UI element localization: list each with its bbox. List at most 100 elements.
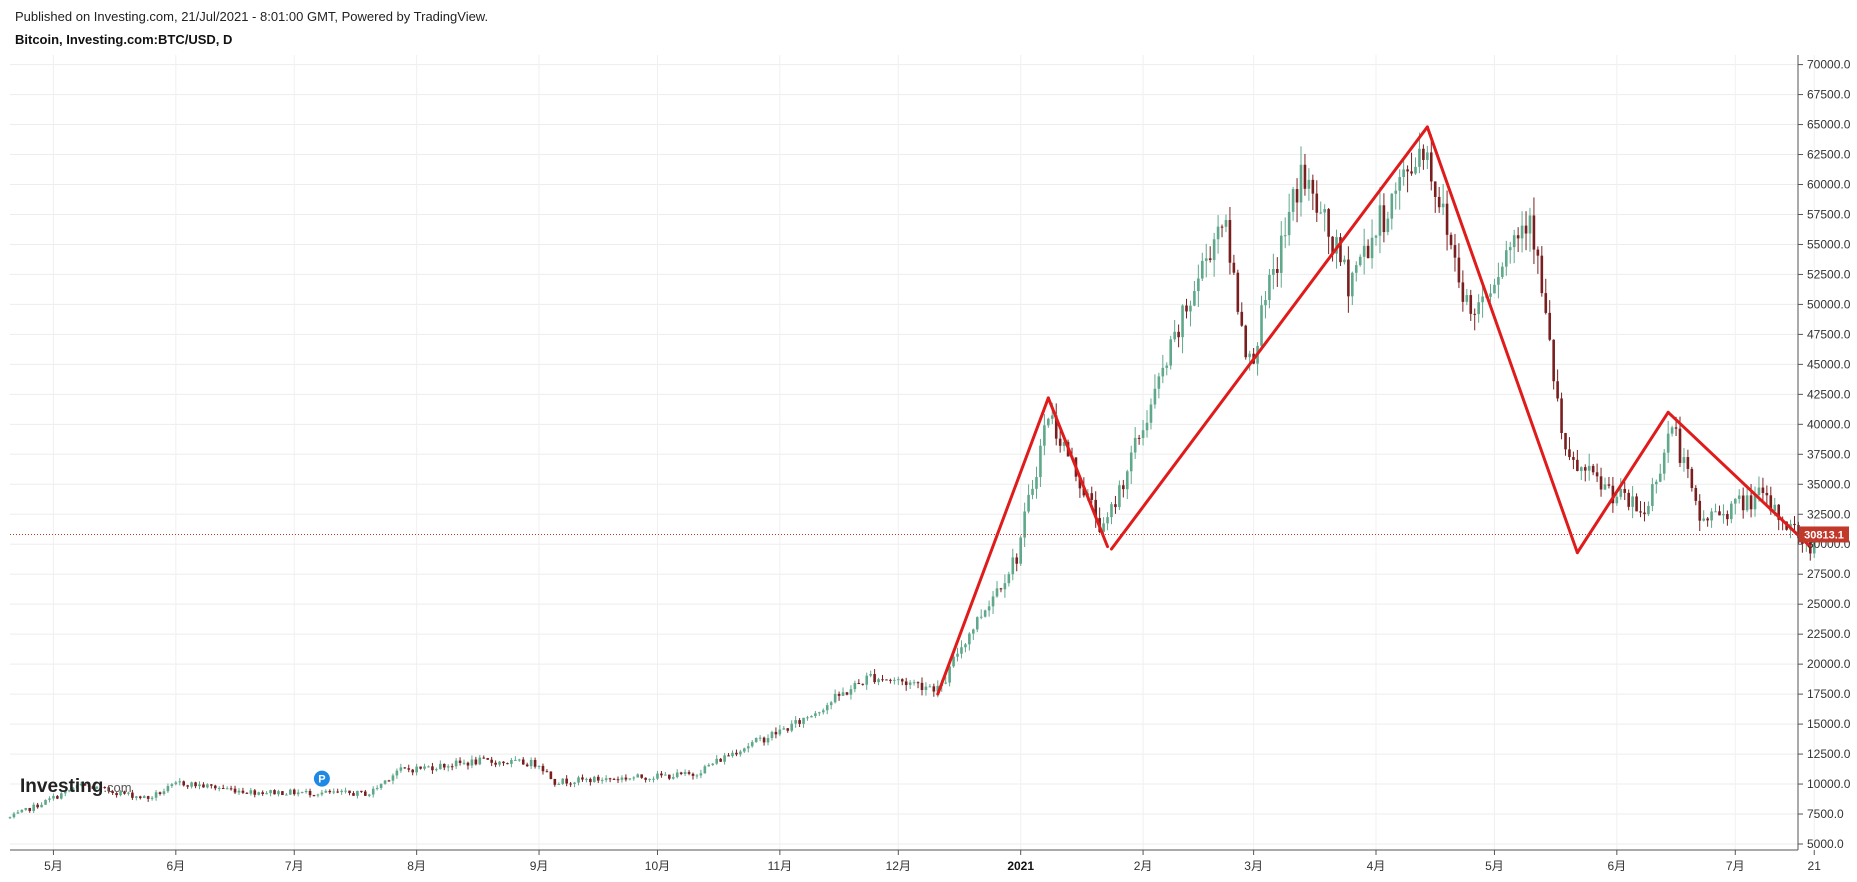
candle-body	[829, 702, 833, 706]
event-marker-circle[interactable]	[313, 770, 330, 787]
candle-body	[1647, 505, 1650, 515]
candle-body	[1540, 255, 1544, 294]
candle-body	[348, 790, 351, 794]
candle-body	[1047, 418, 1050, 426]
candle-body	[435, 769, 438, 771]
candle-body	[1504, 250, 1508, 267]
candle-body	[1200, 260, 1204, 279]
candle-body	[1228, 220, 1232, 263]
candle-body	[1165, 365, 1169, 368]
candle-body	[1651, 484, 1654, 506]
candle-body	[36, 804, 39, 808]
candle-body	[983, 610, 987, 617]
candle-body	[446, 766, 450, 768]
candle-body	[217, 788, 221, 790]
x-tick-label: 10月	[645, 859, 670, 873]
candle-body	[60, 793, 63, 799]
candle-body	[1118, 485, 1121, 508]
y-tick-label: 45000.0	[1807, 357, 1851, 371]
candle-body	[695, 775, 699, 777]
candle-body	[1062, 442, 1066, 446]
candle-body	[352, 793, 355, 796]
candle-body	[770, 731, 774, 739]
candle-body	[1769, 495, 1773, 512]
candle-body	[1058, 438, 1062, 446]
candle-body	[182, 781, 186, 786]
x-tick-label: 6月	[166, 859, 185, 873]
candle-body	[995, 588, 999, 597]
candle-body	[1299, 164, 1303, 203]
candle-body	[1003, 583, 1007, 590]
candle-body	[893, 679, 896, 681]
candle-body	[798, 720, 801, 724]
candle-body	[1757, 487, 1761, 495]
candle-body	[956, 653, 959, 657]
candle-body	[478, 757, 482, 765]
price-axis[interactable]: 70000.0 67500.0 65000.0 62500.0 60000.0 57500…	[1798, 58, 1851, 851]
candle-body	[470, 759, 474, 766]
candle-body	[387, 780, 391, 782]
candle-body	[1133, 437, 1137, 453]
candle-body	[1706, 518, 1709, 521]
candle-body	[987, 606, 991, 611]
candle-body	[932, 686, 936, 692]
x-tick-label: 6月	[1607, 859, 1626, 873]
candle-body	[679, 772, 683, 774]
candle-body	[364, 791, 367, 796]
candle-body	[1658, 473, 1662, 482]
candle-body	[628, 778, 632, 780]
candle-body	[237, 790, 241, 793]
candle-body	[1603, 484, 1607, 490]
candle-body	[265, 793, 268, 795]
y-tick-label: 70000.0	[1807, 58, 1851, 72]
candle-body	[1710, 511, 1713, 521]
candle-body	[1477, 302, 1480, 315]
candle-body	[273, 790, 276, 795]
candle-body	[1394, 190, 1398, 194]
candle-body	[573, 782, 576, 784]
candle-body	[379, 783, 383, 788]
candle-body	[533, 760, 537, 767]
candle-body	[292, 789, 296, 795]
candle-body	[1287, 211, 1291, 236]
candlestick-series	[8, 132, 1816, 819]
candle-body	[553, 778, 557, 785]
y-tick-label: 37500.0	[1807, 447, 1851, 461]
x-tick-label: 5月	[1485, 859, 1504, 873]
candle-body	[166, 786, 170, 792]
candle-body	[1580, 467, 1583, 471]
candle-body	[450, 766, 454, 768]
candle-body	[1422, 148, 1425, 160]
candle-body	[138, 796, 142, 799]
pattern-line	[1046, 396, 1110, 549]
candle-body	[1737, 495, 1741, 499]
candle-body	[1268, 274, 1271, 301]
candle-body	[652, 778, 655, 780]
candle-body	[111, 791, 114, 794]
candle-body	[1702, 518, 1705, 521]
time-axis[interactable]: 5月 6月 7月 8月 9月 10月 11月 12月 2021 2月 3月 4月 5月 6月 7月 21	[44, 850, 1821, 873]
candle-body	[1694, 487, 1698, 501]
candle-body	[1552, 339, 1555, 382]
candle-body	[1655, 481, 1658, 485]
candle-body	[245, 792, 249, 794]
candle-body	[253, 790, 257, 795]
candle-body	[198, 784, 201, 787]
candle-body	[877, 679, 880, 683]
candle-body	[675, 772, 679, 778]
candle-body	[206, 784, 209, 788]
candle-body	[1208, 258, 1212, 260]
candle-body	[1615, 496, 1619, 504]
candle-body	[960, 647, 963, 654]
candle-body	[1240, 311, 1244, 326]
chart-title: Bitcoin, Investing.com:BTC/USD, D	[15, 32, 233, 47]
event-marker[interactable]: P	[313, 770, 330, 787]
candle-body	[869, 674, 872, 676]
candle-body	[1576, 459, 1579, 471]
candle-body	[454, 760, 458, 767]
candle-body	[1011, 557, 1015, 575]
candle-body	[1137, 437, 1141, 439]
candle-body	[1125, 471, 1129, 490]
candle-body	[356, 790, 359, 796]
